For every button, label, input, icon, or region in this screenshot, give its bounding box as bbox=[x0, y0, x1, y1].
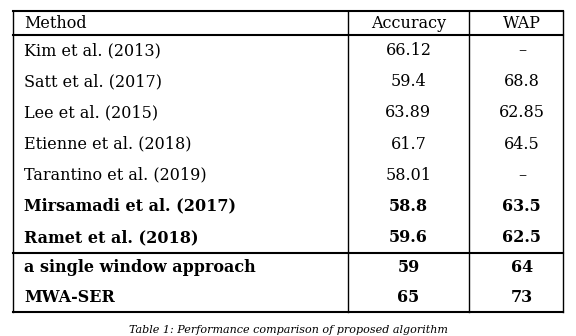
Text: 64: 64 bbox=[511, 259, 533, 277]
Text: 62.85: 62.85 bbox=[499, 104, 545, 121]
Text: –: – bbox=[518, 167, 526, 184]
Text: 73: 73 bbox=[511, 289, 533, 306]
Text: Satt et al. (2017): Satt et al. (2017) bbox=[24, 73, 162, 90]
Text: 65: 65 bbox=[397, 289, 419, 306]
Text: WAP: WAP bbox=[503, 14, 541, 32]
Text: MWA-SER: MWA-SER bbox=[24, 289, 115, 306]
Text: 61.7: 61.7 bbox=[391, 135, 426, 153]
Text: Accuracy: Accuracy bbox=[371, 14, 446, 32]
Text: –: – bbox=[518, 42, 526, 59]
Text: 59.6: 59.6 bbox=[389, 229, 428, 246]
Text: 68.8: 68.8 bbox=[504, 73, 540, 90]
Text: 59: 59 bbox=[397, 259, 419, 277]
Text: 66.12: 66.12 bbox=[385, 42, 431, 59]
Text: Kim et al. (2013): Kim et al. (2013) bbox=[24, 42, 161, 59]
Text: Mirsamadi et al. (2017): Mirsamadi et al. (2017) bbox=[24, 198, 236, 215]
Text: 63.89: 63.89 bbox=[385, 104, 431, 121]
Text: 63.5: 63.5 bbox=[502, 198, 541, 215]
Text: Etienne et al. (2018): Etienne et al. (2018) bbox=[24, 135, 192, 153]
Text: 59.4: 59.4 bbox=[391, 73, 426, 90]
Text: Lee et al. (2015): Lee et al. (2015) bbox=[24, 104, 158, 121]
Text: a single window approach: a single window approach bbox=[24, 259, 256, 277]
Text: 58.8: 58.8 bbox=[389, 198, 428, 215]
Text: 62.5: 62.5 bbox=[502, 229, 541, 246]
Text: Method: Method bbox=[24, 14, 87, 32]
Text: 58.01: 58.01 bbox=[385, 167, 431, 184]
Text: Tarantino et al. (2019): Tarantino et al. (2019) bbox=[24, 167, 207, 184]
Text: Table 1: Performance comparison of proposed algorithm: Table 1: Performance comparison of propo… bbox=[128, 325, 448, 335]
Text: 64.5: 64.5 bbox=[504, 135, 540, 153]
Text: Ramet et al. (2018): Ramet et al. (2018) bbox=[24, 229, 199, 246]
